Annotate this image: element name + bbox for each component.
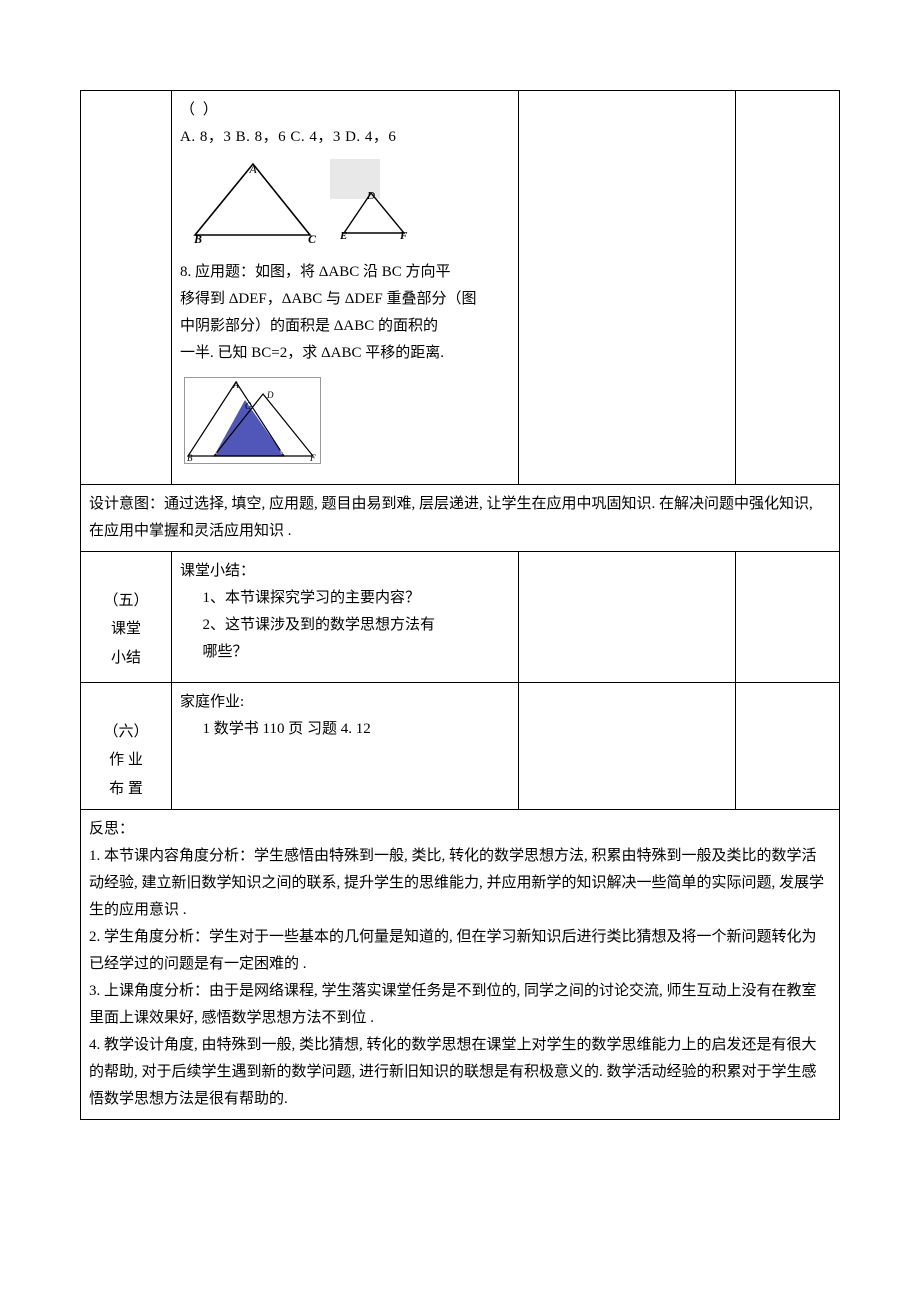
section-5-l3: 小结 <box>111 650 141 666</box>
row-homework: （六） 作 业 布 置 家庭作业: 1 数学书 110 页 习题 4. 12 <box>81 683 840 810</box>
svg-text:G: G <box>245 401 252 411</box>
q8-line2: 移得到 ΔDEF，ΔABC 与 ΔDEF 重叠部分（图 <box>180 286 510 313</box>
homework-item-1: 1 数学书 110 页 习题 4. 12 <box>180 716 371 743</box>
summary-item-1: 1、本节课探究学习的主要内容？ <box>180 585 420 612</box>
lesson-plan-table: （ ） A. 8，3 B. 8，6 C. 4，3 D. 4，6 A B C D … <box>80 90 840 1120</box>
svg-text:D: D <box>266 390 274 400</box>
cell-design-intent: 设计意图：通过选择, 填空, 应用题, 题目由易到难, 层层递进, 让学生在应用… <box>81 485 840 552</box>
svg-text:B: B <box>187 453 193 463</box>
cell-r3-c4 <box>736 552 840 683</box>
row-reflection: 反思： 1. 本节课内容角度分析：学生感悟由特殊到一般, 类比, 转化的数学思想… <box>81 810 840 1120</box>
section-6-l3: 布 置 <box>109 781 143 797</box>
svg-text:F: F <box>309 453 316 463</box>
section-5-l2: 课堂 <box>111 621 141 637</box>
section-6-l2: 作 业 <box>109 752 143 768</box>
q8-line4: 一半. 已知 BC=2，求 ΔABC 平移的距离. <box>180 340 510 367</box>
svg-text:E: E <box>339 230 347 239</box>
cell-r4-c2: 家庭作业: 1 数学书 110 页 习题 4. 12 <box>172 683 519 810</box>
homework-title: 家庭作业: <box>180 689 510 716</box>
summary-item-2a: 2、这节课涉及到的数学思想方法有 <box>180 612 435 639</box>
cell-r3-c3 <box>519 552 736 683</box>
row-exercises: （ ） A. 8，3 B. 8，6 C. 4，3 D. 4，6 A B C D … <box>81 91 840 485</box>
reflection-p1: 1. 本节课内容角度分析：学生感悟由特殊到一般, 类比, 转化的数学思想方法, … <box>89 843 831 924</box>
figure-translation-overlap: A D G B E C F <box>184 377 321 464</box>
svg-text:C: C <box>280 446 287 456</box>
cell-r3-c1: （五） 课堂 小结 <box>81 552 172 683</box>
cell-r1-c2: （ ） A. 8，3 B. 8，6 C. 4，3 D. 4，6 A B C D … <box>172 91 519 485</box>
choice-options: A. 8，3 B. 8，6 C. 4，3 D. 4，6 <box>180 124 510 151</box>
reflection-p4: 4. 教学设计角度, 由特殊到一般, 类比猜想, 转化的数学思想在课堂上对学生的… <box>89 1032 831 1113</box>
summary-title: 课堂小结： <box>180 558 510 585</box>
cell-reflection: 反思： 1. 本节课内容角度分析：学生感悟由特殊到一般, 类比, 转化的数学思想… <box>81 810 840 1120</box>
figure-two-triangles: A B C D E F <box>180 159 510 249</box>
blank-parenthesis: （ ） <box>180 97 510 124</box>
q8-line1: 8. 应用题：如图，将 ΔABC 沿 BC 方向平 <box>180 259 510 286</box>
triangle-abc: A B C <box>188 159 323 244</box>
cell-r3-c2: 课堂小结： 1、本节课探究学习的主要内容？ 2、这节课涉及到的数学思想方法有 哪… <box>172 552 519 683</box>
page-root: （ ） A. 8，3 B. 8，6 C. 4，3 D. 4，6 A B C D … <box>0 0 920 1150</box>
svg-text:E: E <box>211 446 218 456</box>
svg-text:D: D <box>366 190 375 202</box>
row-design-intent: 设计意图：通过选择, 填空, 应用题, 题目由易到难, 层层递进, 让学生在应用… <box>81 485 840 552</box>
cell-r1-c4 <box>736 91 840 485</box>
row-class-summary: （五） 课堂 小结 课堂小结： 1、本节课探究学习的主要内容？ 2、这节课涉及到… <box>81 552 840 683</box>
reflection-p3: 3. 上课角度分析：由于是网络课程, 学生落实课堂任务是不到位的, 同学之间的讨… <box>89 978 831 1032</box>
svg-text:F: F <box>399 230 408 239</box>
reflection-p2: 2. 学生角度分析：学生对于一些基本的几何量是知道的, 但在学习新知识后进行类比… <box>89 924 831 978</box>
reflection-heading: 反思： <box>89 816 831 843</box>
svg-text:A: A <box>232 380 239 390</box>
svg-text:B: B <box>193 232 202 244</box>
svg-text:C: C <box>308 232 317 244</box>
summary-item-2b: 哪些？ <box>180 639 248 666</box>
section-5-num: （五） <box>103 593 148 609</box>
cell-r4-c1: （六） 作 业 布 置 <box>81 683 172 810</box>
triangle-def: D E F <box>338 187 410 239</box>
cell-r4-c4 <box>736 683 840 810</box>
cell-r1-c1 <box>81 91 172 485</box>
q8-line3: 中阴影部分）的面积是 ΔABC 的面积的 <box>180 313 510 340</box>
cell-r4-c3 <box>519 683 736 810</box>
svg-text:A: A <box>248 162 257 176</box>
cell-r1-c3 <box>519 91 736 485</box>
section-6-num: （六） <box>103 724 148 740</box>
